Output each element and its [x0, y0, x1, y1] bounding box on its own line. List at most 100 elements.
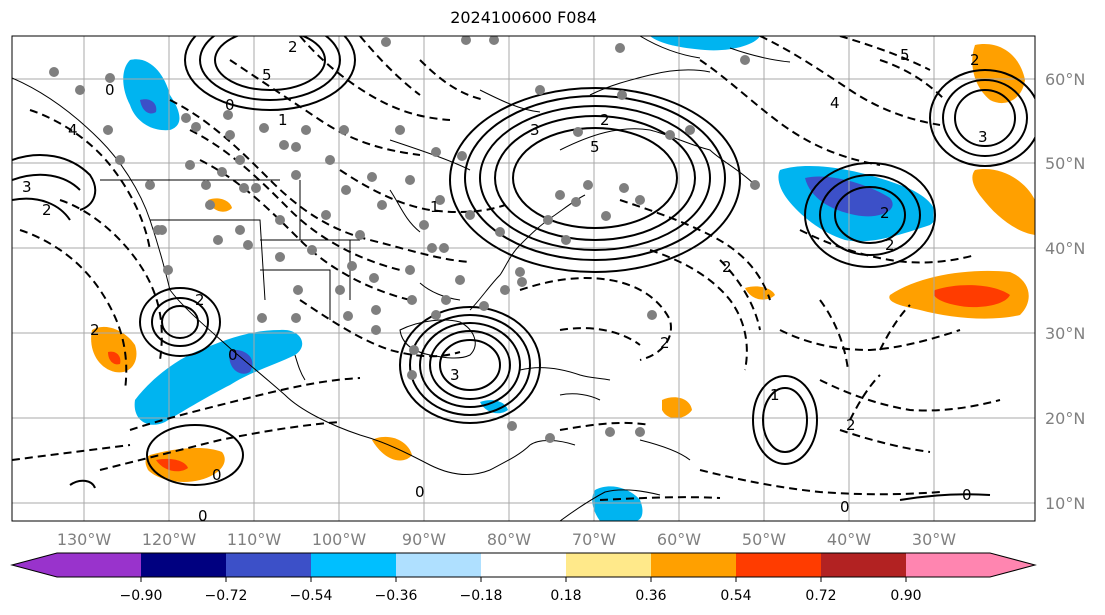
colorbar-segment — [566, 553, 651, 577]
contour-label: 2 — [288, 38, 298, 56]
colorbar-segment — [396, 553, 481, 577]
contour-label: 1 — [278, 111, 288, 129]
shade-blob-positive — [208, 198, 232, 212]
contour-label: 2 — [42, 201, 52, 219]
colorbar-tick-label: −0.36 — [375, 588, 418, 604]
colorbar-extend-low — [12, 553, 57, 577]
colorbar-segment — [821, 553, 906, 577]
colorbar-segment — [226, 553, 311, 577]
shade-blob-strong-positive — [156, 458, 188, 472]
contour-label: 0 — [212, 466, 222, 484]
longitude-label: 40°W — [827, 530, 871, 549]
contour-label: 2 — [90, 321, 100, 339]
contour-label: 5 — [590, 138, 600, 156]
contour-label: 2 — [885, 236, 895, 254]
colorbar-segment — [906, 553, 990, 577]
shade-blob-negative — [134, 329, 303, 425]
contour-label: 0 — [228, 346, 238, 364]
shade-blob-negative — [123, 59, 180, 131]
colorbar-segment — [57, 553, 141, 577]
colorbar-tick-label: 0.72 — [805, 588, 836, 604]
contour-label: 4 — [830, 94, 840, 112]
contour-label: 2 — [600, 111, 610, 129]
map-plot-area: 0 1 2 3 4 5 0 2 3 5 2 3 2 4 5 2 0 2 3 1 — [11, 35, 1036, 525]
colorbar-ticks — [140, 577, 907, 582]
colorbar-tick-label: 0.90 — [890, 588, 921, 604]
colorbar-segment — [311, 553, 396, 577]
longitude-label: 120°W — [142, 530, 197, 549]
longitude-label: 70°W — [572, 530, 616, 549]
longitude-label: 110°W — [227, 530, 282, 549]
colorbar-tick-label: −0.72 — [205, 588, 248, 604]
latitude-axis: 60°N 50°N 40°N 30°N 20°N 10°N — [1045, 70, 1085, 513]
station-markers — [49, 36, 760, 443]
contour-label: 5 — [900, 46, 910, 64]
shade-blob-negative — [592, 486, 643, 521]
contour-label: 2 — [846, 416, 856, 434]
shade-blob-positive — [91, 326, 137, 373]
longitude-label: 90°W — [402, 530, 446, 549]
contours-negative — [12, 36, 1001, 501]
coastlines — [12, 36, 791, 521]
latitude-label: 30°N — [1045, 324, 1085, 343]
latitude-label: 10°N — [1045, 494, 1085, 513]
longitude-label: 60°W — [657, 530, 701, 549]
contour-label: 3 — [450, 366, 460, 384]
contour-label: 2 — [970, 51, 980, 69]
contour-label: 2 — [722, 258, 732, 276]
colorbar-tick-label: −0.18 — [460, 588, 503, 604]
contour-label: 0 — [105, 81, 115, 99]
graticule — [12, 36, 1035, 521]
shade-blob-positive — [972, 169, 1035, 235]
shade-blob-positive — [662, 397, 692, 419]
map-title: 2024100600 F084 — [450, 8, 597, 27]
colorbar-tick-label: 0.54 — [720, 588, 751, 604]
contour-label: 5 — [262, 66, 272, 84]
shade-blob-positive — [745, 286, 775, 300]
latitude-label: 50°N — [1045, 154, 1085, 173]
shade-blob-negative — [480, 400, 508, 414]
longitude-label: 50°W — [742, 530, 786, 549]
longitude-label: 80°W — [487, 530, 531, 549]
colorbar-outline — [10, 552, 1037, 578]
shaded-anomalies — [91, 36, 1035, 521]
latitude-label: 40°N — [1045, 239, 1085, 258]
colorbar-tick-label: −0.54 — [290, 588, 333, 604]
colorbar-segment — [736, 553, 821, 577]
contour-label: 2 — [660, 334, 670, 352]
contour-label: 0 — [962, 486, 972, 504]
colorbar-segment — [481, 553, 566, 577]
contour-label: 0 — [198, 507, 208, 525]
contour-labels: 0 1 2 3 4 5 0 2 3 5 2 3 2 4 5 2 0 2 3 1 — [22, 38, 988, 525]
shade-blob-strong-positive — [108, 351, 121, 365]
shade-blob-strong-positive — [933, 285, 1010, 308]
colorbar: −0.90 −0.72 −0.54 −0.36 −0.18 0.18 0.36 … — [10, 552, 1037, 604]
colorbar-tick-label: 0.36 — [635, 588, 666, 604]
contour-label: 0 — [840, 498, 850, 516]
contour-label: 3 — [530, 121, 540, 139]
contour-label: 3 — [22, 178, 32, 196]
contour-label: 2 — [880, 204, 890, 222]
contour-label: 0 — [415, 483, 425, 501]
contour-label: 0 — [225, 96, 235, 114]
latitude-label: 20°N — [1045, 409, 1085, 428]
contour-label: 2 — [195, 291, 205, 309]
contours-positive — [12, 36, 1035, 501]
contour-label: 3 — [978, 128, 988, 146]
map-frame — [11, 35, 1036, 522]
contour-label: 1 — [430, 198, 440, 216]
shade-blob-strong-negative — [229, 349, 253, 374]
shade-blob-negative — [650, 36, 760, 51]
colorbar-tick-label: 0.18 — [550, 588, 581, 604]
contour-label: 1 — [770, 386, 780, 404]
colorbar-segment — [141, 553, 226, 577]
latitude-label: 60°N — [1045, 70, 1085, 89]
longitude-label: 30°W — [912, 530, 956, 549]
colorbar-extend-high — [990, 553, 1035, 577]
longitude-label: 130°W — [57, 530, 112, 549]
longitude-axis: 130°W 120°W 110°W 100°W 90°W 80°W 70°W 6… — [57, 530, 956, 549]
longitude-label: 100°W — [312, 530, 367, 549]
contour-label: 4 — [68, 121, 78, 139]
shade-blob-strong-negative — [140, 99, 157, 114]
